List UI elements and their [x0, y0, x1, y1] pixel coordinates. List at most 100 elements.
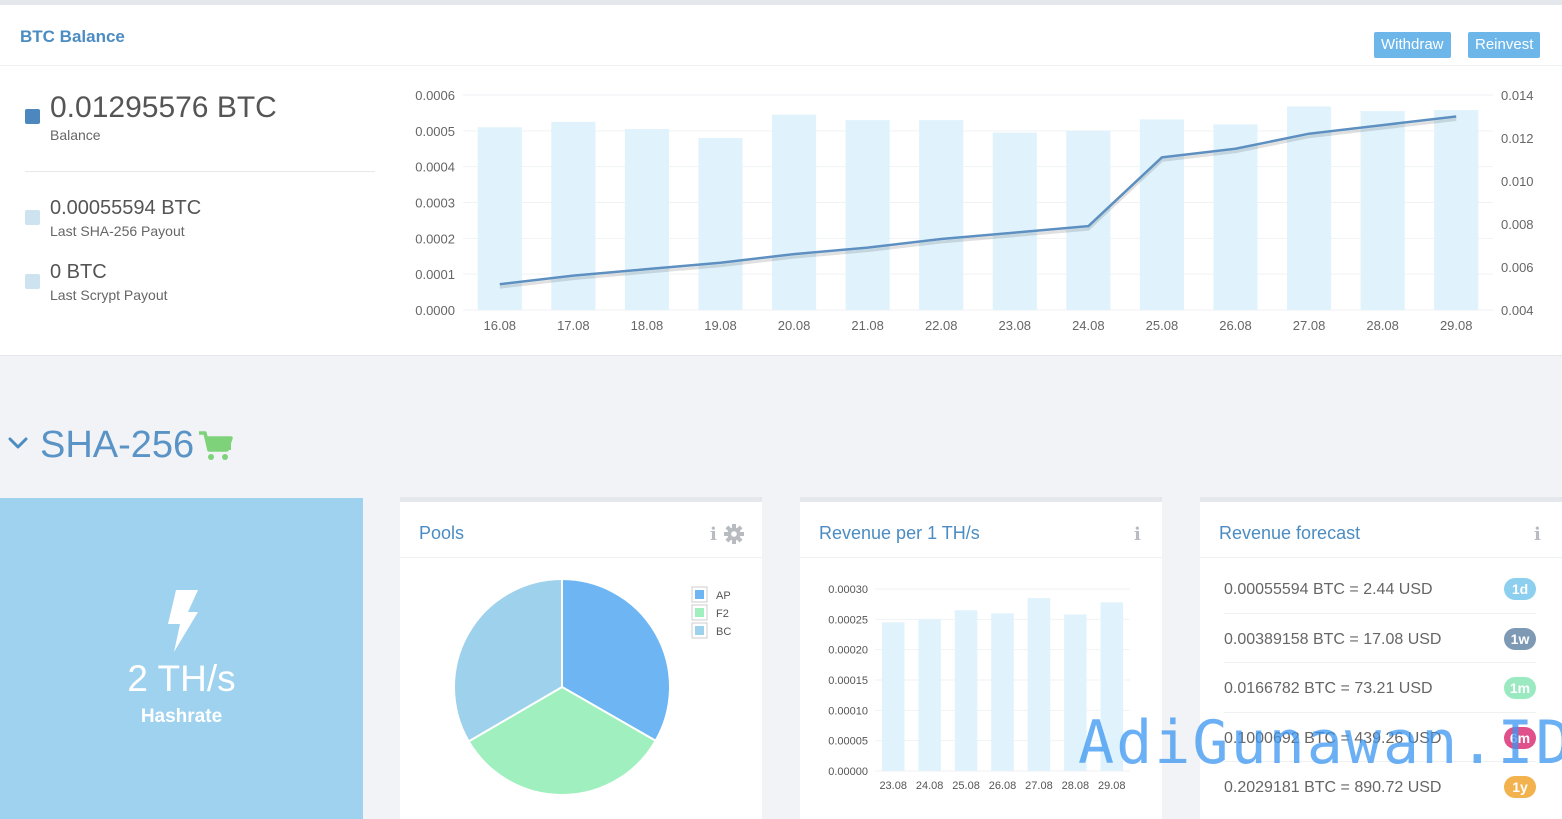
sha-payout-value: 0.00055594 BTC — [50, 197, 202, 219]
y-tick-label: 0.00025 — [828, 614, 868, 626]
sha-payout-label: Last SHA-256 Payout — [50, 223, 185, 239]
x-tick-label: 25.08 — [1146, 318, 1179, 333]
x-tick-label: 29.08 — [1440, 318, 1473, 333]
legend-swatch — [695, 608, 704, 617]
y-right-tick-label: 0.004 — [1501, 303, 1534, 318]
legend-label: F2 — [716, 608, 729, 620]
forecast-row: 0.00389158 BTC = 17.08 USD 1w — [1224, 614, 1536, 663]
pools-pie-chart: AP F2 BC — [453, 577, 731, 796]
forecast-text: 0.2029181 BTC = 890.72 USD — [1224, 779, 1442, 796]
x-tick-label: 26.08 — [989, 780, 1017, 792]
reinvest-button[interactable]: Reinvest — [1468, 32, 1541, 58]
bar — [772, 114, 817, 310]
x-tick-label: 26.08 — [1219, 318, 1252, 333]
sha-legend-square — [25, 210, 40, 225]
forecast-text: 0.1000692 BTC = 439.26 USD — [1224, 729, 1442, 747]
x-tick-label: 25.08 — [952, 780, 980, 792]
y-right-tick-label: 0.008 — [1501, 217, 1534, 232]
bar — [1064, 614, 1087, 771]
forecast-text: 0.00389158 BTC = 17.08 USD — [1224, 630, 1442, 648]
forecast-title: Revenue forecast — [1219, 523, 1361, 543]
y-right-tick-label: 0.014 — [1501, 88, 1534, 103]
forecast-text: 0.0166782 BTC = 73.21 USD — [1224, 680, 1433, 697]
bar — [991, 613, 1014, 771]
pie-slice — [467, 685, 658, 796]
forecast-row: 0.1000692 BTC = 439.26 USD 6m — [1224, 713, 1536, 762]
gear-icon[interactable] — [724, 524, 744, 544]
x-tick-label: 24.08 — [1072, 318, 1105, 333]
section-title: SHA-256 — [40, 424, 195, 466]
x-tick-label: 28.08 — [1062, 780, 1090, 792]
x-tick-label: 20.08 — [778, 318, 811, 333]
info-icon[interactable]: i — [1534, 524, 1541, 545]
balance-label: Balance — [50, 127, 101, 143]
forecast-row: 0.00055594 BTC = 2.44 USD 1d — [1224, 564, 1536, 614]
y-left-tick-label: 0.0000 — [415, 303, 455, 318]
x-tick-label: 22.08 — [925, 318, 958, 333]
y-left-tick-label: 0.0002 — [415, 231, 455, 246]
hashrate-tile: 2 TH/s Hashrate — [0, 498, 363, 819]
x-tick-label: 27.08 — [1025, 780, 1053, 792]
bar — [918, 619, 941, 771]
bar — [1139, 119, 1184, 310]
bar — [698, 138, 743, 310]
divider — [25, 171, 375, 172]
y-tick-label: 0.00005 — [828, 736, 868, 748]
lightning-bolt-icon — [168, 590, 198, 652]
forecast-badge-6m: 6m — [1504, 726, 1536, 749]
revenue-title: Revenue per 1 TH/s — [819, 523, 980, 543]
bar — [1434, 110, 1479, 310]
balance-chart: 0.0000 0.0001 0.0002 0.0003 0.0004 0.0005 0.00… — [415, 88, 1534, 333]
forecast-text: 0.00055594 BTC = 2.44 USD — [1224, 581, 1433, 598]
y-left-tick-label: 0.0004 — [415, 160, 455, 175]
y-left-tick-label: 0.0005 — [415, 124, 455, 139]
info-icon[interactable]: i — [710, 524, 717, 545]
balance-legend-square — [25, 109, 40, 124]
hashrate-value: 2 TH/s — [127, 658, 236, 699]
balance-panel: BTC Balance Withdraw Reinvest 0.01295576… — [0, 0, 1562, 356]
bar — [1213, 124, 1258, 310]
y-right-tick-label: 0.012 — [1501, 131, 1534, 146]
balance-header: BTC Balance Withdraw Reinvest — [0, 10, 1562, 66]
bar — [1360, 111, 1405, 310]
chevron-down-icon[interactable] — [8, 436, 28, 450]
legend-swatch — [695, 590, 704, 599]
y-right-tick-label: 0.010 — [1501, 174, 1534, 189]
forecast-card: Revenue forecast i 0.00055594 BTC = 2.44… — [1200, 497, 1562, 819]
y-left-tick-label: 0.0003 — [415, 196, 455, 211]
pie-slice — [561, 577, 671, 743]
balance-value: 0.01295576 BTC — [50, 91, 277, 124]
bar — [845, 120, 890, 310]
pools-title: Pools — [419, 523, 465, 543]
balance-title: BTC Balance — [20, 27, 125, 46]
bar — [1027, 598, 1051, 771]
bar — [881, 622, 905, 771]
cart-icon[interactable] — [198, 430, 234, 462]
revenue-chart: 0.00000 0.00005 0.00010 0.00015 0.00020 0.000… — [828, 584, 1130, 792]
bar — [919, 120, 964, 310]
bar — [954, 610, 978, 771]
balance-line — [499, 115, 1457, 286]
forecast-row: 0.2029181 BTC = 890.72 USD 1y — [1224, 762, 1536, 812]
hashrate-label: Hashrate — [140, 706, 223, 727]
revenue-card: Revenue per 1 TH/s i 0.00000 0.00005 0.000… — [800, 497, 1162, 819]
x-tick-label: 23.08 — [999, 318, 1032, 333]
x-tick-label: 16.08 — [484, 318, 517, 333]
pie-slice — [453, 577, 563, 743]
bar — [992, 132, 1037, 310]
withdraw-button[interactable]: Withdraw — [1374, 32, 1451, 58]
legend-label: AP — [716, 590, 731, 602]
scrypt-legend-square — [25, 274, 40, 289]
bar — [624, 129, 669, 310]
line-shadow — [499, 118, 1457, 289]
bar — [1066, 130, 1111, 310]
x-tick-label: 18.08 — [631, 318, 664, 333]
y-right-tick-label: 0.006 — [1501, 260, 1534, 275]
info-icon[interactable]: i — [1134, 524, 1141, 545]
y-left-tick-label: 0.0001 — [415, 267, 455, 282]
x-tick-label: 27.08 — [1293, 318, 1326, 333]
x-tick-label: 28.08 — [1366, 318, 1399, 333]
forecast-badge-1m: 1m — [1504, 677, 1536, 699]
bar — [1100, 602, 1124, 771]
